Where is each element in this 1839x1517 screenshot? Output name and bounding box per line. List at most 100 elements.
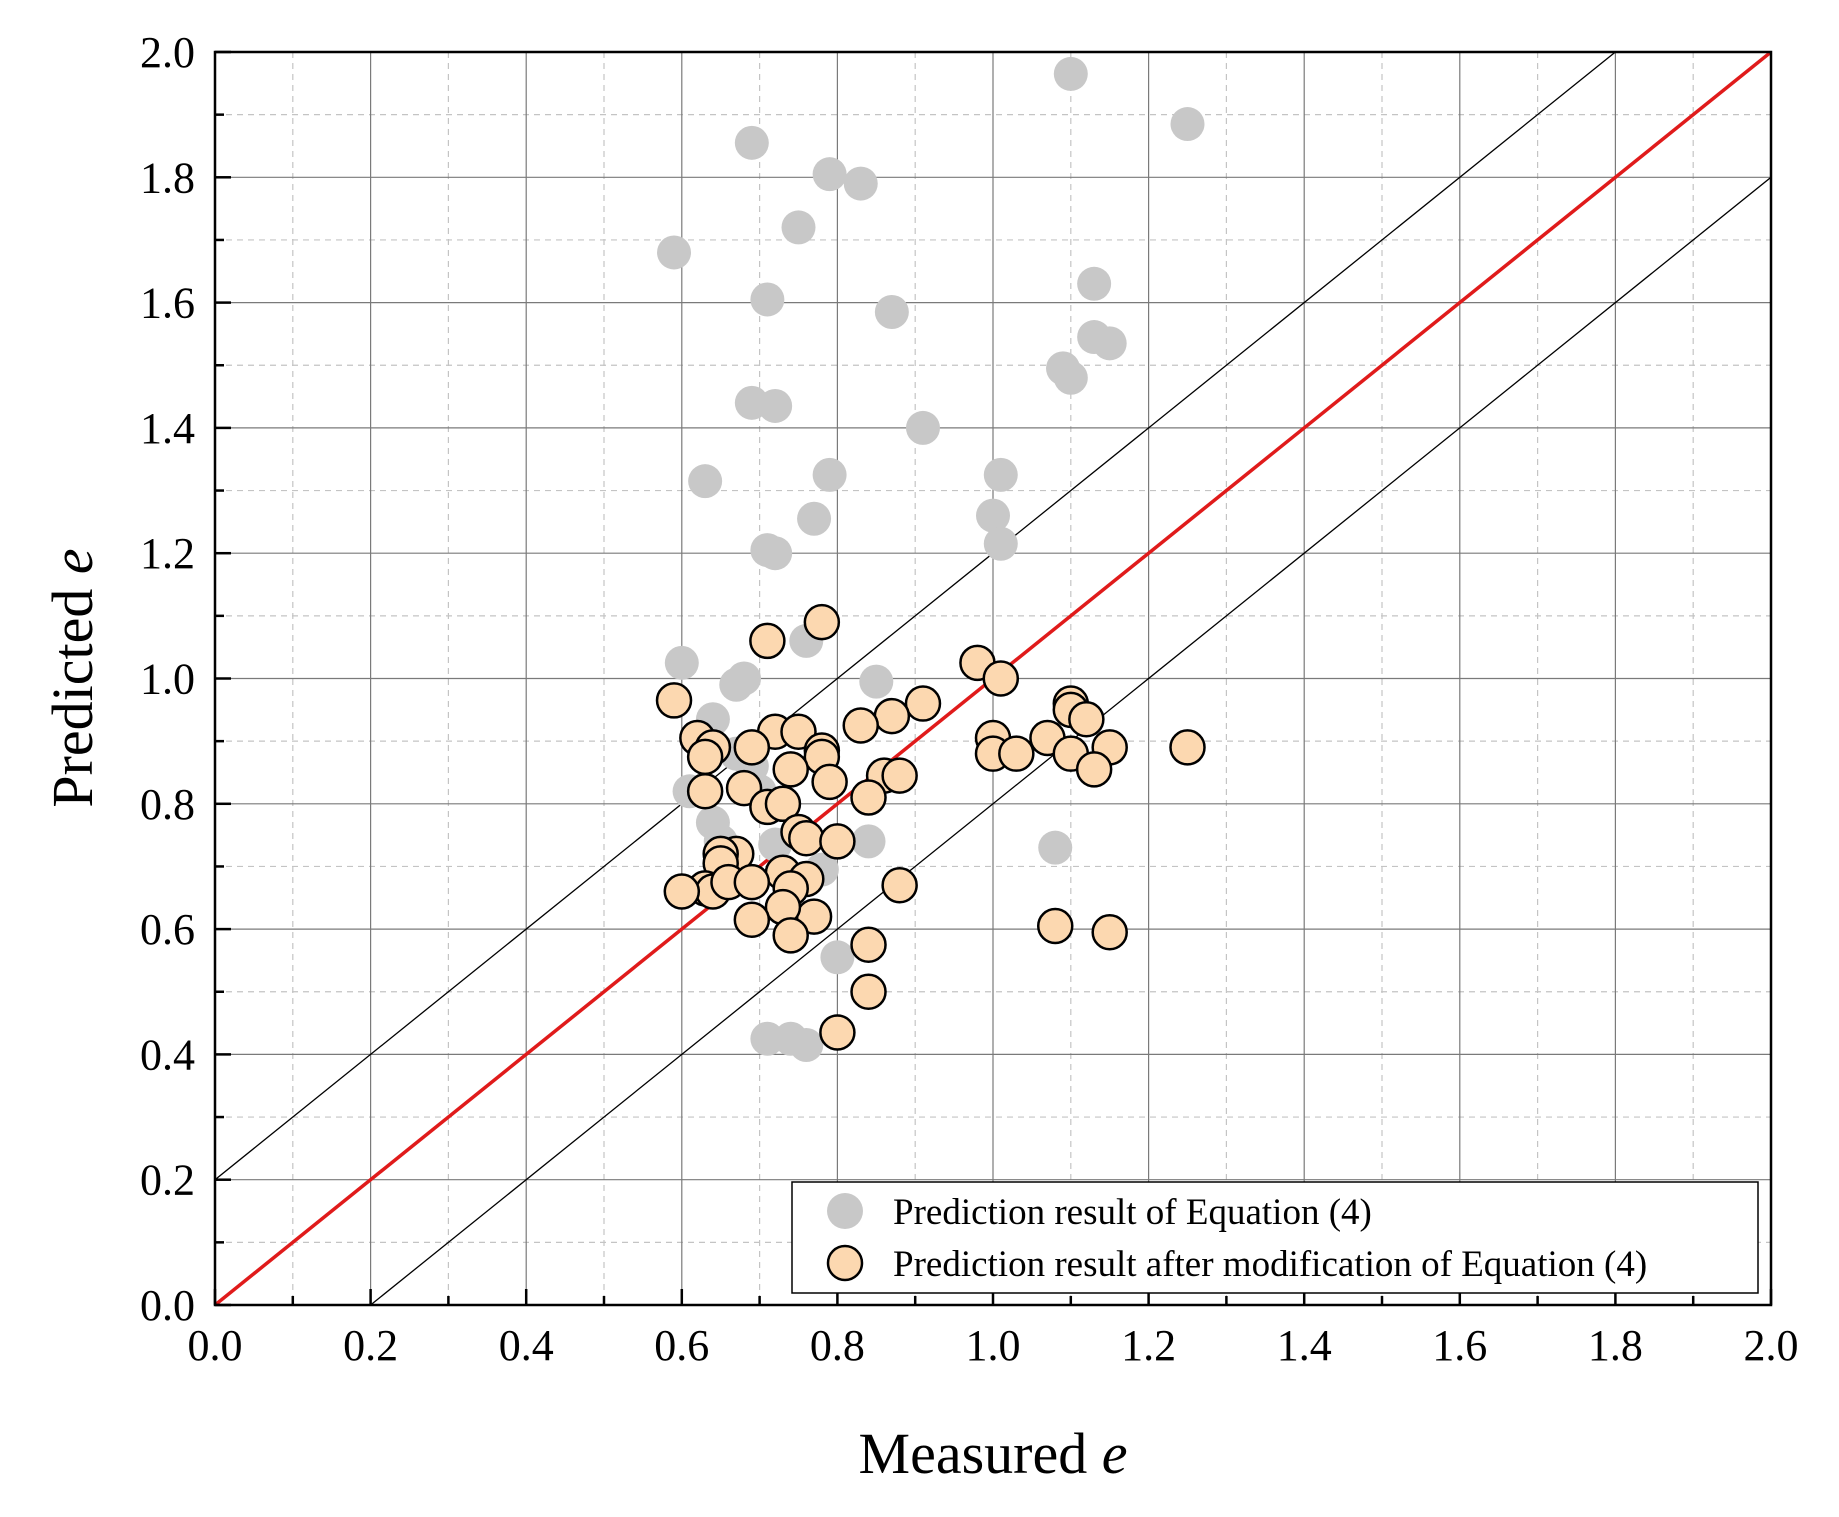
y-tick-label: 0.8 <box>140 780 195 829</box>
modified-equation-4-point <box>904 685 942 722</box>
modified-equation-4-point <box>982 660 1020 697</box>
equation-4-point <box>664 645 699 680</box>
x-tick-label: 1.6 <box>1432 1321 1487 1370</box>
modified-equation-4-point <box>686 738 724 776</box>
x-tick-label: 0.2 <box>343 1321 398 1370</box>
equation-4-point <box>843 166 878 201</box>
y-tick-label: 0.4 <box>140 1030 195 1079</box>
modified-equation-4-point <box>788 820 825 857</box>
equation-4-point <box>1038 830 1073 865</box>
modified-equation-4-point <box>873 697 911 735</box>
modified-equation-4-point <box>749 622 786 660</box>
equation-4-point <box>797 501 832 536</box>
modified-equation-4-point <box>850 779 887 816</box>
y-axis-title-text: Predicted <box>40 574 105 808</box>
y-tick-label: 0.2 <box>140 1156 195 1205</box>
modified-equation-4-point <box>663 873 701 910</box>
modified-equation-4-point <box>811 763 848 801</box>
modified-equation-4-point <box>1091 913 1128 951</box>
equation-4-point <box>688 464 723 499</box>
equation-4-point <box>859 664 894 699</box>
modified-equation-4-point <box>819 823 856 860</box>
equation-4-point <box>750 282 785 317</box>
equation-4-point <box>1053 56 1088 91</box>
major-gridlines <box>215 52 1771 1305</box>
equation-4-point <box>820 940 855 975</box>
y-tick-label: 0.0 <box>140 1281 195 1330</box>
equation-4-point <box>1053 360 1088 395</box>
equation-4-point <box>1092 326 1127 361</box>
y-tick-label: 1.4 <box>140 404 195 453</box>
modified-equation-4-point <box>733 729 771 766</box>
modified-equation-4-point <box>655 682 693 719</box>
x-tick-label: 1.8 <box>1588 1321 1643 1370</box>
x-tick-label: 0.0 <box>188 1321 243 1370</box>
y-tick-label: 0.6 <box>140 905 195 954</box>
modified-equation-4-point <box>733 863 771 901</box>
equation-4-point <box>976 498 1010 533</box>
y-tick-label: 1.6 <box>140 279 195 328</box>
y-axis-title-variable: e <box>40 548 105 574</box>
modified-equation-4-point <box>1075 751 1113 788</box>
equation-4-point <box>657 235 692 270</box>
modified-equation-4-point <box>819 1014 856 1051</box>
equation-4-point <box>734 125 769 160</box>
equation-4-point <box>874 294 909 329</box>
series-modified-equation-4-points <box>655 603 1206 1051</box>
legend-marker-modified-equation-4 <box>826 1244 864 1282</box>
y-axis-title: Predicted e <box>40 548 105 807</box>
x-tick-label: 0.4 <box>499 1321 554 1370</box>
modified-equation-4-point <box>998 735 1035 772</box>
modified-equation-4-point <box>850 973 887 1010</box>
x-tick-label: 2.0 <box>1744 1321 1799 1370</box>
equation-4-point <box>781 210 816 245</box>
modified-equation-4-point <box>1036 907 1074 945</box>
equation-4-point <box>750 1021 785 1056</box>
equation-4-point <box>812 157 847 192</box>
x-axis-title: Measured e <box>859 1421 1128 1486</box>
modified-equation-4-point <box>772 917 809 954</box>
modified-equation-4-point <box>842 707 879 744</box>
equation-4-point <box>905 410 940 445</box>
equation-4-point <box>758 536 793 571</box>
modified-equation-4-point <box>881 757 918 794</box>
x-tick-label: 0.8 <box>810 1321 865 1370</box>
modified-equation-4-point <box>803 603 841 641</box>
modified-equation-4-point <box>1068 700 1105 738</box>
modified-equation-4-point <box>881 866 918 904</box>
modified-equation-4-point <box>733 901 771 938</box>
modified-equation-4-point <box>772 751 809 788</box>
x-tick-label: 0.6 <box>654 1321 709 1370</box>
equation-4-point <box>983 526 1018 561</box>
equation-4-point <box>983 457 1018 492</box>
equation-4-point <box>758 388 793 423</box>
modified-equation-4-point <box>686 773 724 810</box>
equation-4-point <box>1077 266 1112 301</box>
equation-4-point <box>789 1028 824 1063</box>
equation-4-point <box>851 824 886 859</box>
y-tick-label: 1.0 <box>140 655 195 704</box>
legend: Prediction result of Equation (4) Predic… <box>791 1181 1759 1294</box>
x-axis-tick-labels: 0.0 0.2 0.4 0.6 0.8 1.0 1.2 1.4 1.6 1.8 2.0 <box>188 1321 1799 1370</box>
y-tick-label: 1.2 <box>140 529 195 578</box>
series-equation-4-points <box>657 56 1205 1063</box>
legend-label-modified-equation-4: Prediction result after modification of … <box>893 1244 1647 1285</box>
x-axis-title-text: Measured <box>859 1421 1102 1486</box>
axis-ticks <box>213 50 1773 1307</box>
y-tick-label: 1.8 <box>140 153 195 202</box>
modified-equation-4-point <box>850 926 887 964</box>
lower-bound-line <box>369 176 1771 1305</box>
equation-4-point <box>812 457 847 492</box>
equation-4-point <box>719 667 754 702</box>
x-tick-label: 1.0 <box>966 1321 1021 1370</box>
legend-label-equation-4: Prediction result of Equation (4) <box>893 1192 1372 1233</box>
y-axis-tick-labels: 0.0 0.2 0.4 0.6 0.8 1.0 1.2 1.4 1.6 1.8 2.0 <box>140 28 195 1330</box>
x-axis-title-variable: e <box>1102 1421 1128 1486</box>
y-tick-label: 2.0 <box>140 28 195 77</box>
x-tick-label: 1.2 <box>1121 1321 1176 1370</box>
modified-equation-4-point <box>764 785 802 823</box>
legend-box <box>791 1181 1759 1294</box>
modified-equation-4-point <box>1169 729 1206 766</box>
legend-marker-equation-4 <box>827 1193 863 1229</box>
